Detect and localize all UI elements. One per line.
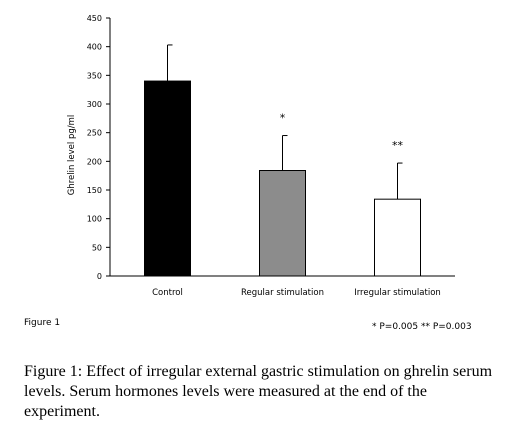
category-label: Control: [152, 288, 183, 298]
bar-1: [144, 80, 191, 277]
p-value-note: * P=0.005 ** P=0.003: [372, 322, 472, 332]
bar-chart: 0 50 100 150 200 250 300 350 400 450 Ghrelin level…: [67, 14, 455, 298]
y-tick-label: 450: [87, 14, 102, 23]
category-label: Regular stimulation: [241, 288, 324, 298]
y-tick-label: 300: [87, 100, 102, 109]
y-tick-label: 250: [87, 129, 102, 138]
significance-marker: **: [392, 139, 404, 152]
bar-2: [259, 170, 306, 277]
plot-area: 0 50 100 150 200 250 300 350 400 450 Ghrelin level…: [67, 14, 455, 298]
panel-label: Figure 1: [24, 318, 61, 328]
y-tick-label: 200: [87, 157, 102, 166]
category-label: Irregular stimulation: [354, 288, 441, 298]
y-axis-label: Ghrelin level pg/ml: [67, 115, 77, 196]
y-tick-label: 50: [92, 243, 102, 252]
figure-caption: Figure 1: Effect of irregular external g…: [24, 363, 493, 420]
y-tick-label: 0: [97, 272, 102, 281]
y-tick-label: 100: [87, 215, 102, 224]
significance-marker: *: [280, 112, 286, 125]
y-tick-label: 400: [87, 43, 102, 52]
y-tick-label: 150: [87, 186, 102, 195]
y-tick-label: 350: [87, 71, 102, 80]
bar-3: [374, 198, 421, 277]
